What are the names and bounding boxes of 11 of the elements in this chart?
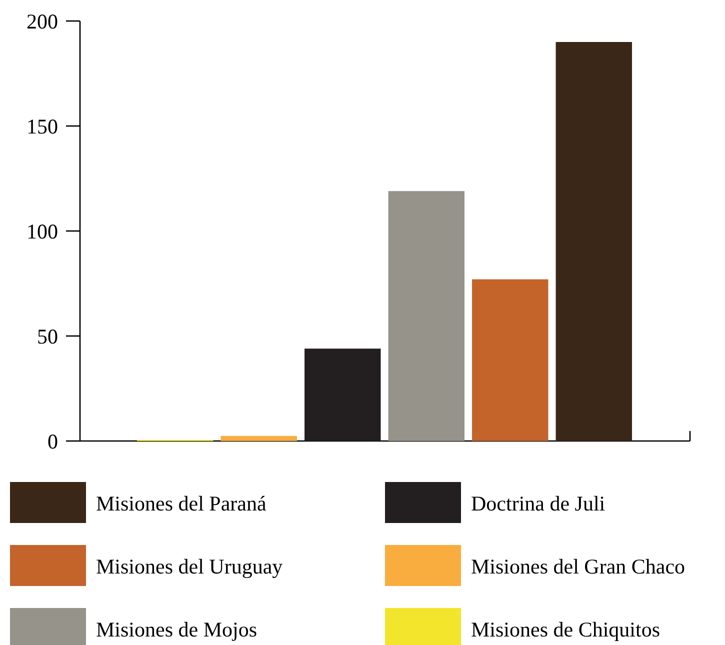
legend-label: Misiones de Chiquitos (471, 617, 660, 642)
legend-label: Doctrina de Juli (471, 491, 606, 516)
legend-label: Misiones del Uruguay (96, 554, 284, 578)
y-tick-label: 100 (26, 219, 58, 244)
legend-label: Misiones de Mojos (96, 617, 258, 642)
y-tick-label: 200 (26, 9, 58, 34)
legend-label: Misiones del Paraná (96, 491, 267, 516)
y-tick-label: 50 (37, 324, 58, 348)
y-tick-label: 150 (26, 114, 58, 138)
legend-label: Misiones del Gran Chaco (471, 554, 686, 578)
y-tick-label: 0 (48, 429, 58, 454)
